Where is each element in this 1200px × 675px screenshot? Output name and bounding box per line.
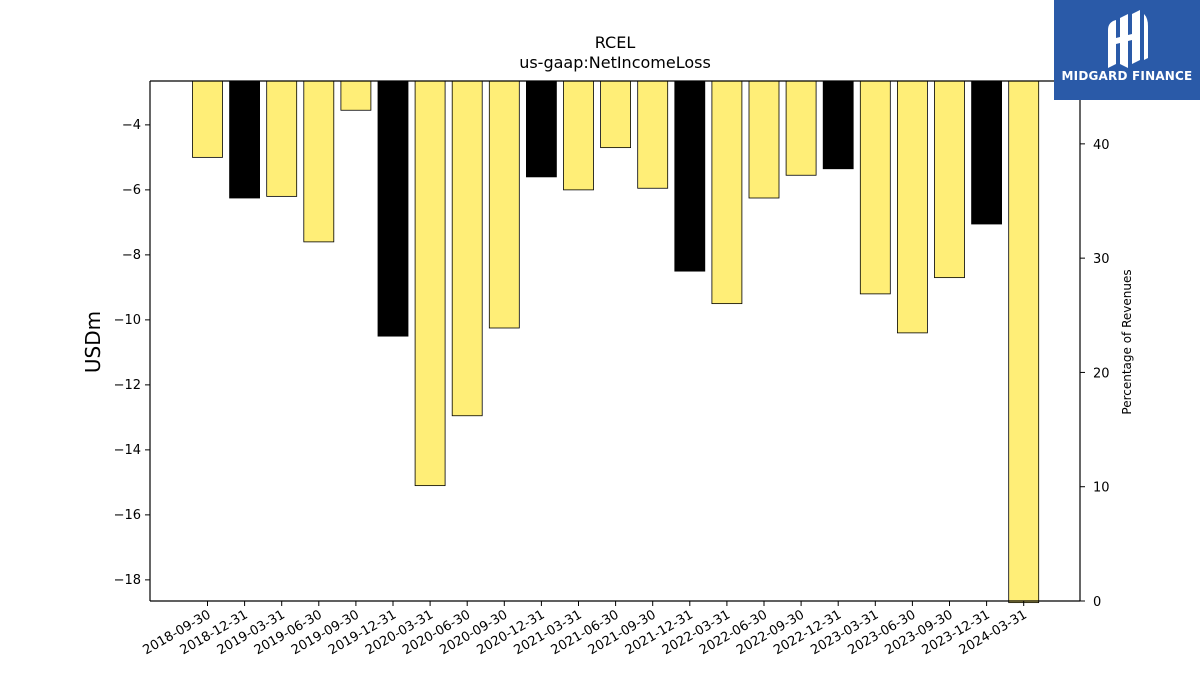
bar-2020-09-30 [488,80,520,329]
bar-2024-03-31 [1008,80,1040,604]
y2-tick-label: 40 [1093,138,1110,153]
bar-2023-09-30 [934,80,965,279]
y-tick-label: −18 [114,573,141,588]
y2-tick-label: 30 [1093,252,1110,267]
bar-2021-03-31 [563,80,594,191]
y-tick-label: −14 [114,443,141,458]
bar-2022-09-30 [785,80,817,176]
bar-2019-12-31 [377,80,409,337]
y-tick-label: −16 [114,508,141,523]
bars-group [192,80,1040,604]
bar-2021-06-30 [600,80,631,149]
bar-2021-09-30 [637,80,669,189]
bar-2022-03-31 [711,80,743,305]
y-axis-label: USDm [81,311,105,373]
logo-text: MIDGARD FINANCE [1061,69,1193,83]
midgard-finance-logo: MIDGARD FINANCE [1054,0,1200,100]
y-tick-label: −8 [122,248,141,263]
bar-2021-12-31 [674,80,706,272]
bar-2018-12-31 [229,80,261,199]
bar-2019-09-30 [340,80,372,111]
bar-2022-12-31 [822,80,854,170]
y2-tick-label: 10 [1093,481,1110,496]
bar-2020-12-31 [526,80,557,178]
bar-2020-03-31 [414,80,446,487]
bar-2019-03-31 [266,80,298,197]
y-tick-label: −12 [114,378,141,393]
bar-2023-03-31 [859,80,891,295]
bar-2022-06-30 [748,80,780,199]
bar-2019-06-30 [303,80,335,243]
y2-axis-label: Percentage of Revenues [1120,269,1134,414]
bar-2023-06-30 [897,80,928,334]
chart-title: RCEL [595,33,636,52]
bar-2023-12-31 [971,80,1002,225]
y-tick-label: −6 [122,183,141,198]
y-tick-label: −4 [122,118,141,133]
bar-2018-09-30 [192,80,223,158]
y2-tick-label: 0 [1093,595,1101,610]
y2-tick-label: 20 [1093,366,1110,381]
y-tick-label: −10 [114,313,141,328]
logo-mark-icon [1108,10,1148,68]
chart-subtitle: us-gaap:NetIncomeLoss [519,53,711,72]
bar-2020-06-30 [451,80,483,417]
